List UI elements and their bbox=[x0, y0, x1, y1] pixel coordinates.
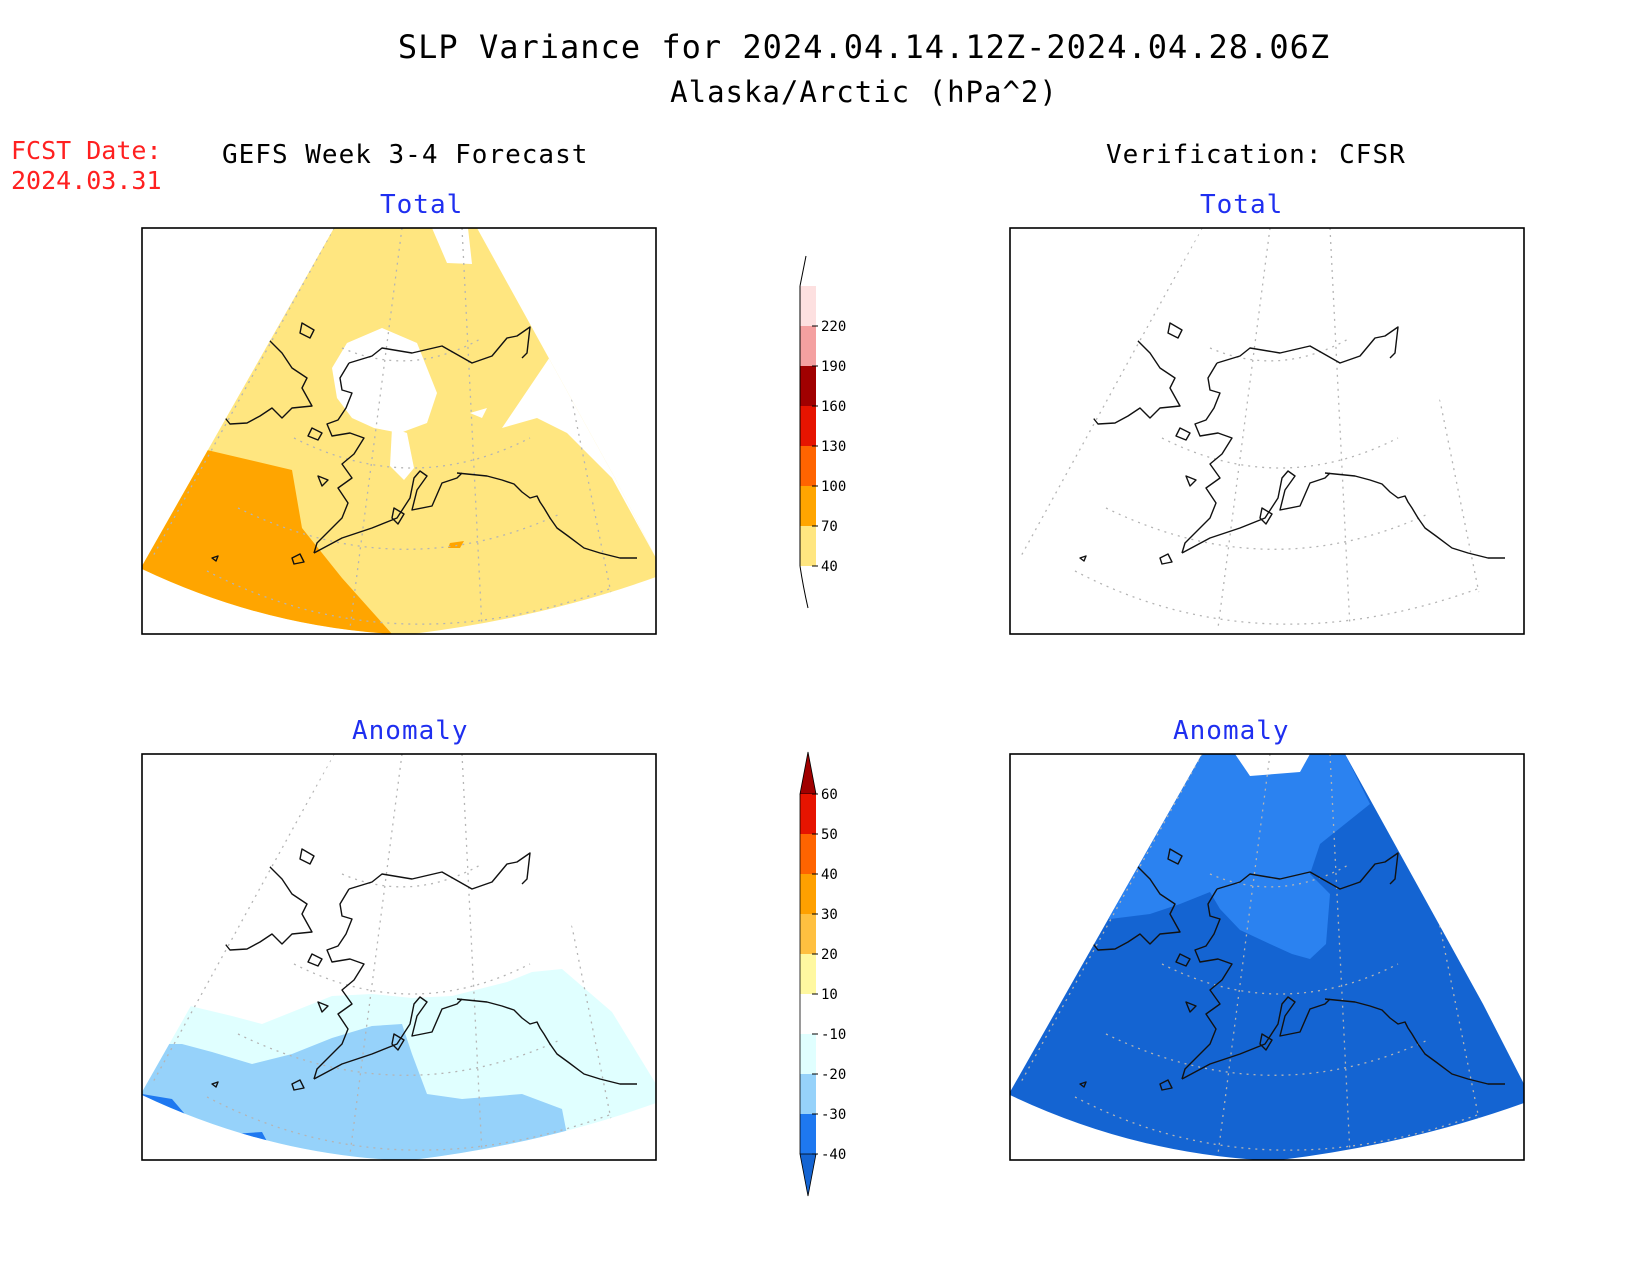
anomaly-colorbar-lower-triangle bbox=[799, 1153, 817, 1197]
total-colorbar-label: 190 bbox=[821, 359, 846, 375]
anomaly-colorbar-label: 30 bbox=[821, 907, 838, 923]
total-colorbar-upper-end bbox=[799, 255, 807, 287]
total-colorbar-segment bbox=[800, 326, 816, 366]
verification-column-title: Verification: CFSR bbox=[1106, 140, 1406, 170]
anomaly-colorbar-segment bbox=[800, 874, 816, 914]
anomaly-colorbar-upper-triangle bbox=[799, 751, 817, 795]
subtitle: Alaska/Arctic (hPa^2) bbox=[670, 75, 1058, 109]
anomaly-colorbar-label: -40 bbox=[821, 1147, 846, 1163]
total-colorbar-label: 130 bbox=[821, 439, 846, 455]
total-colorbar-segment bbox=[800, 446, 816, 486]
anomaly-colorbar-label: -20 bbox=[821, 1067, 846, 1083]
anomaly-colorbar-segment bbox=[800, 994, 816, 1034]
total-colorbar-segment bbox=[800, 406, 816, 446]
total-colorbar-label: 100 bbox=[821, 479, 846, 495]
total-colorbar-segment bbox=[800, 366, 816, 406]
forecast-column-title: GEFS Week 3-4 Forecast bbox=[222, 140, 589, 170]
anomaly-colorbar-label: 50 bbox=[821, 827, 838, 843]
verification-total-map bbox=[1009, 227, 1525, 635]
anomaly-colorbar-label: -10 bbox=[821, 1027, 846, 1043]
total-colorbar-label: 220 bbox=[821, 319, 846, 335]
forecast-total-map bbox=[141, 227, 657, 635]
verification-total-frame bbox=[1009, 227, 1525, 635]
anomaly-colorbar: 60 50 40 30 20 10 -10 -20 -30 -40 bbox=[799, 751, 846, 1197]
forecast-anomaly-frame bbox=[141, 753, 657, 1161]
total-colorbar-label: 40 bbox=[821, 559, 838, 575]
main-title: SLP Variance for 2024.04.14.12Z-2024.04.… bbox=[397, 28, 1331, 66]
verification-anomaly-frame bbox=[1009, 753, 1525, 1161]
total-colorbar-segment bbox=[800, 486, 816, 526]
verification-total-title: Total bbox=[1200, 190, 1284, 220]
forecast-total-frame bbox=[141, 227, 657, 635]
total-colorbar-segment bbox=[800, 526, 816, 566]
anomaly-colorbar-segment bbox=[800, 1034, 816, 1074]
anomaly-colorbar-segment bbox=[800, 954, 816, 994]
forecast-total-title: Total bbox=[380, 190, 464, 220]
anomaly-colorbar-segment bbox=[800, 1074, 816, 1114]
anomaly-colorbar-segment bbox=[800, 1114, 816, 1154]
fcst-date-value: 2024.03.31 bbox=[11, 166, 162, 195]
anomaly-colorbar-label: 20 bbox=[821, 947, 838, 963]
total-colorbar-label: 70 bbox=[821, 519, 838, 535]
total-colorbar-lower-end bbox=[799, 565, 809, 609]
verification-anomaly-title: Anomaly bbox=[1173, 716, 1290, 746]
fcst-date: FCST Date: 2024.03.31 bbox=[11, 136, 162, 196]
anomaly-colorbar-label: -30 bbox=[821, 1107, 846, 1123]
total-colorbar: 40 70 100 130 160 190 220 bbox=[799, 255, 846, 609]
total-colorbar-label: 160 bbox=[821, 399, 846, 415]
forecast-anomaly-map bbox=[141, 753, 657, 1161]
anomaly-colorbar-label: 40 bbox=[821, 867, 838, 883]
anomaly-colorbar-segment bbox=[800, 794, 816, 834]
anomaly-colorbar-label: 60 bbox=[821, 787, 838, 803]
forecast-anomaly-title: Anomaly bbox=[352, 716, 469, 746]
anomaly-colorbar-label: 10 bbox=[821, 987, 838, 1003]
total-colorbar-segment bbox=[800, 286, 816, 326]
anomaly-colorbar-segment bbox=[800, 914, 816, 954]
anomaly-colorbar-segment bbox=[800, 834, 816, 874]
verification-anomaly-map bbox=[1009, 753, 1525, 1161]
fcst-date-label: FCST Date: bbox=[11, 136, 162, 165]
